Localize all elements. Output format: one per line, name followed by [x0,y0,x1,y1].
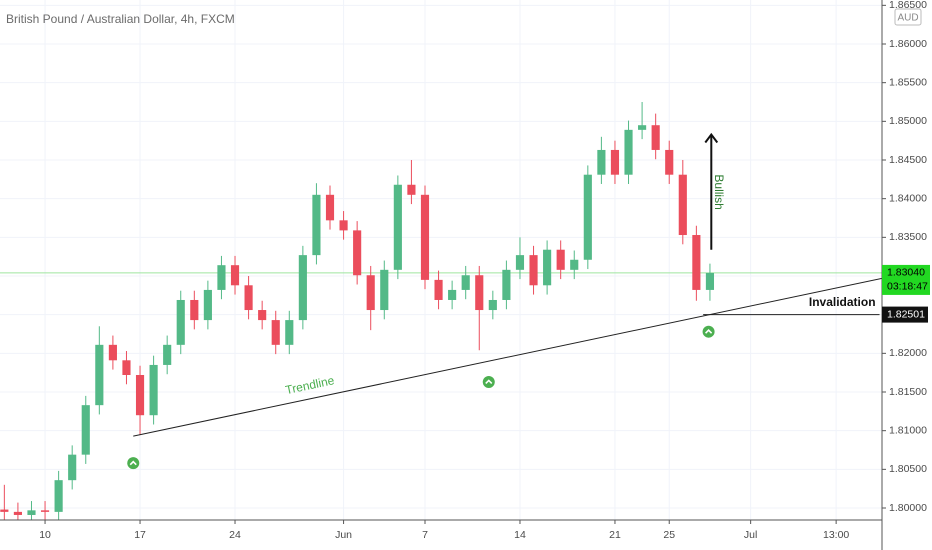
buy-marker-chevron [129,460,137,466]
y-tick-label: 1.80000 [889,502,927,514]
candle-body [461,275,470,290]
candle-body [651,125,660,150]
candle-body [610,149,620,175]
chart-title: British Pound / Australian Dollar, 4h, F… [6,12,235,26]
candle-body [54,480,63,512]
candle-body [190,299,199,321]
candle-body [678,174,687,236]
candle-body [638,125,647,130]
candle-body [543,249,552,286]
y-tick-label: 1.86000 [889,38,927,50]
x-tick-label: 17 [134,529,146,541]
x-tick-label: 21 [609,529,621,541]
candle-body [13,511,22,515]
candle-body [325,194,335,221]
bullish-arrowhead [704,132,719,144]
candle-body [597,149,606,175]
buy-marker [127,457,140,470]
invalidation-price-box [882,306,928,323]
candle-body [488,299,497,311]
bullish-label: Bullish [712,174,726,209]
x-tick-label: 7 [422,529,428,541]
candle-body [68,454,77,481]
candle-body [244,285,253,311]
candle-body [122,360,131,375]
candle-body [529,255,538,286]
candle-body [217,265,226,290]
candle-body [380,269,389,311]
buy-marker [482,375,495,388]
candle-body [149,364,158,416]
candle-body [230,265,240,286]
trendline [133,277,882,437]
candle-body [366,275,375,311]
buy-marker-chevron [705,329,713,334]
currency-label: AUD [897,13,918,24]
currency-box [894,8,922,26]
candle-body [271,320,280,345]
y-tick-label: 1.85500 [889,76,927,88]
y-tick-label: 1.86500 [889,0,927,11]
x-tick-label: 14 [514,529,526,541]
candle-body [95,344,104,406]
candle-body [515,255,525,270]
buy-marker-chevron [485,379,493,385]
x-tick-label: 10 [39,529,51,541]
candle-body [108,344,117,361]
y-tick-label: 1.81000 [889,424,927,436]
y-tick-label: 1.84500 [889,154,927,166]
candle-body [285,320,294,345]
candle-body [502,269,511,300]
candle-body [258,310,267,321]
candle-body [163,344,172,365]
current-price-label: 1.83040 [887,267,925,279]
candle-body [27,510,36,515]
candle-body [0,509,9,512]
y-tick-label: 1.81500 [889,386,927,398]
invalidation-price-label: 1.82501 [887,308,925,320]
candle-body [353,230,362,276]
candle-body [176,299,185,345]
y-tick-label: 1.83500 [889,231,927,243]
candle-body [203,289,212,321]
current-price-box [882,264,930,295]
x-tick-label: Jun [335,529,352,541]
candle-body [393,184,402,270]
candle-body [135,374,145,416]
y-tick-label: 1.84000 [889,192,927,204]
candle-body [475,275,484,311]
candle-body [665,149,674,175]
candle-body [81,405,90,455]
candle-body [624,129,633,175]
candle-body [420,194,430,280]
candle-body [583,174,592,260]
candle-body [705,272,715,290]
candle-body [312,194,321,256]
candle-body [407,184,416,195]
y-tick-label: 1.80500 [889,463,927,475]
candle-body [40,510,50,512]
grid [0,0,882,520]
candle-body [448,289,457,300]
candle-body [692,235,701,290]
candle-body [570,259,579,270]
plot-area [0,102,882,520]
candle-body [434,279,443,300]
y-tick-label: 1.82000 [889,347,927,359]
x-tick-label: 24 [229,529,241,541]
candle-body [556,249,565,270]
y-tick-label: 1.85000 [889,115,927,127]
countdown-label: 03:18:47 [887,281,928,293]
candle-body [298,255,307,321]
x-tick-label: Jul [744,529,757,541]
x-tick-label: 13:00 [823,529,849,541]
invalidation-label: Invalidation [809,295,876,309]
buy-marker [702,325,715,338]
x-tick-label: 25 [663,529,675,541]
candle-body [339,220,348,231]
